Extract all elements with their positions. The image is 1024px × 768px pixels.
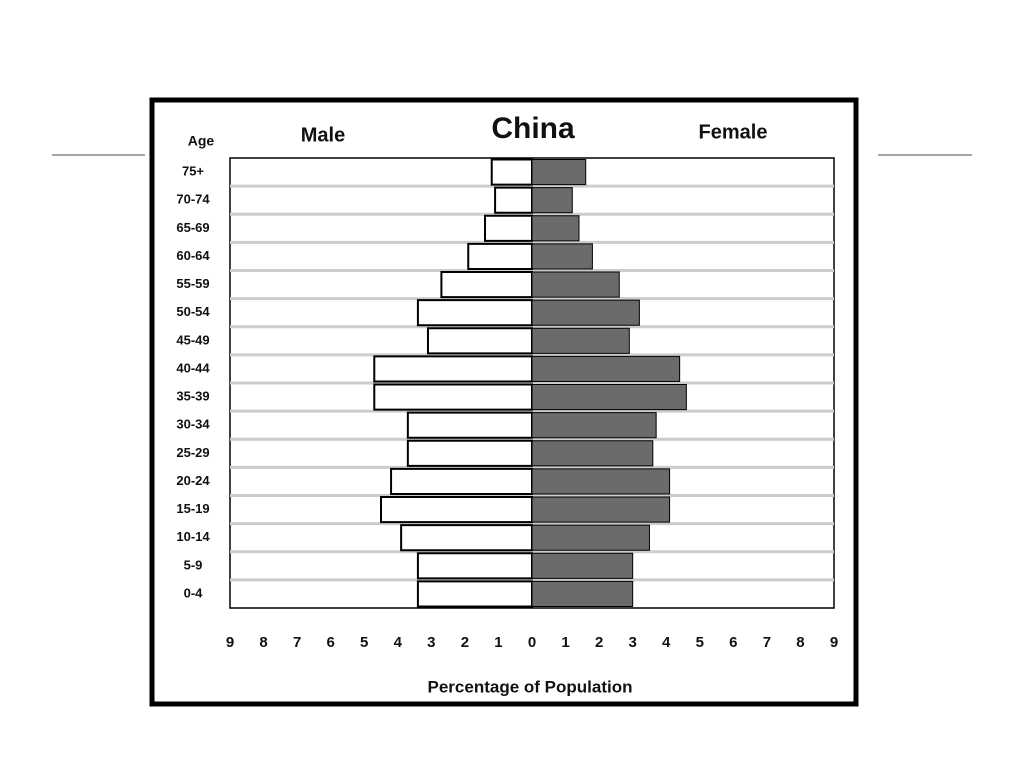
x-tick-label: 3 <box>628 634 636 651</box>
x-tick-label: 0 <box>528 634 536 651</box>
bar-female <box>531 243 593 270</box>
x-tick-label: 8 <box>259 634 267 651</box>
bar-female <box>531 355 681 382</box>
x-tick-label: 6 <box>326 634 334 651</box>
bar-male <box>416 552 533 580</box>
bar-female <box>531 384 687 411</box>
bar-female <box>531 159 587 186</box>
bar-male <box>373 355 533 383</box>
y-tick-label: 75+ <box>182 164 204 179</box>
y-tick-label: 50-54 <box>176 304 210 319</box>
bar-male <box>490 158 534 186</box>
bar-female <box>531 496 671 523</box>
bar-male <box>400 524 533 552</box>
y-tick-label: 35-39 <box>176 389 209 404</box>
bar-male <box>494 186 534 214</box>
x-tick-label: 2 <box>461 634 469 651</box>
x-tick-label: 5 <box>696 634 704 651</box>
bar-female <box>531 327 630 354</box>
bar-female <box>531 215 580 242</box>
bar-female <box>531 187 573 214</box>
y-tick-label: 70-74 <box>176 192 210 207</box>
y-tick-label: 5-9 <box>184 557 203 572</box>
bar-female <box>531 299 640 326</box>
bar-female <box>531 468 671 495</box>
bar-female <box>531 524 650 551</box>
bar-male <box>380 496 533 524</box>
x-tick-label: 1 <box>494 634 502 651</box>
x-tick-label: 9 <box>830 634 838 651</box>
x-tick-label: 8 <box>796 634 804 651</box>
bar-male <box>467 242 533 270</box>
y-tick-label: 20-24 <box>176 473 210 488</box>
bar-male <box>373 383 533 411</box>
x-tick-label: 5 <box>360 634 368 651</box>
bar-female <box>531 440 654 467</box>
x-tick-label: 6 <box>729 634 737 651</box>
bar-male <box>426 327 534 355</box>
bar-male <box>390 467 534 495</box>
x-tick-label: 1 <box>561 634 569 651</box>
x-tick-label: 9 <box>226 634 234 651</box>
bar-male <box>484 214 533 242</box>
x-tick-label: 7 <box>763 634 771 651</box>
bar-male <box>440 271 533 299</box>
y-tick-label: 10-14 <box>176 529 210 544</box>
bar-male <box>416 580 533 608</box>
y-tick-label: 25-29 <box>176 445 209 460</box>
bar-female <box>531 412 657 439</box>
bar-male <box>406 411 534 439</box>
x-axis-label: Percentage of Population <box>428 677 633 696</box>
legend-male: Male <box>301 124 345 146</box>
y-tick-label: 55-59 <box>176 276 209 291</box>
legend-female: Female <box>699 121 768 143</box>
x-tick-label: 4 <box>662 634 671 651</box>
y-tick-label: 60-64 <box>176 248 210 263</box>
x-tick-label: 4 <box>394 634 403 651</box>
y-tick-label: 15-19 <box>176 501 209 516</box>
chart-title: China <box>491 112 575 145</box>
category-axis-label: Age <box>188 133 215 149</box>
bar-male <box>406 439 534 467</box>
y-tick-label: 0-4 <box>184 585 204 600</box>
x-tick-label: 3 <box>427 634 435 651</box>
x-tick-label: 7 <box>293 634 301 651</box>
bar-female <box>531 580 634 607</box>
y-tick-label: 65-69 <box>176 220 209 235</box>
y-tick-label: 30-34 <box>176 417 210 432</box>
y-tick-label: 45-49 <box>176 332 209 347</box>
y-tick-label: 40-44 <box>176 360 210 375</box>
bar-female <box>531 271 620 298</box>
bar-female <box>531 552 634 579</box>
bar-male <box>416 299 533 327</box>
x-tick-label: 2 <box>595 634 603 651</box>
